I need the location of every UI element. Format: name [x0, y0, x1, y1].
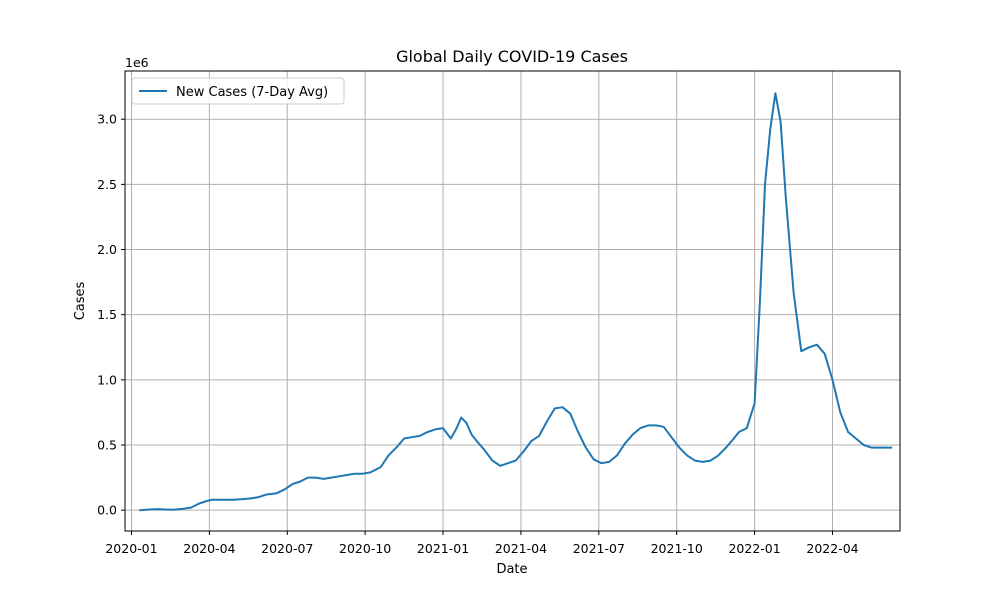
x-tick-label: 2020-01 — [105, 541, 157, 556]
y-tick-label: 0.5 — [97, 437, 117, 452]
x-tick-label: 2020-04 — [183, 541, 235, 556]
x-tick-label: 2022-04 — [806, 541, 858, 556]
legend-box — [131, 77, 345, 105]
x-tick-label: 2021-07 — [573, 541, 625, 556]
legend-label: New Cases (7-Day Avg) — [176, 85, 328, 100]
chart-title: Global Daily COVID-19 Cases — [396, 47, 628, 66]
grid-lines — [125, 71, 900, 531]
y-tick-label: 1.0 — [97, 372, 117, 387]
x-tick-label: 2020-07 — [261, 541, 313, 556]
x-axis: 2020-01 2020-04 2020-07 2020-10 2021-01 2021-… — [105, 531, 859, 556]
y-tick-label: 3.0 — [97, 112, 117, 127]
y-tick-label: 2.0 — [97, 242, 117, 257]
y-tick-label: 2.5 — [97, 177, 117, 192]
y-scale-label: 1e6 — [125, 55, 149, 70]
x-tick-label: 2020-10 — [339, 541, 391, 556]
x-axis-label: Date — [496, 562, 527, 577]
series-layer — [139, 92, 893, 512]
y-axis: 0.0 0.5 1.0 1.5 2.0 2.5 3.0 — [97, 112, 125, 518]
x-tick-label: 2021-10 — [651, 541, 703, 556]
plot-frame — [124, 70, 901, 532]
y-axis-label: Cases — [73, 281, 88, 320]
x-tick-label: 2021-01 — [417, 541, 469, 556]
legend: New Cases (7-Day Avg) — [131, 77, 345, 105]
series-line-new-cases — [139, 92, 893, 512]
x-tick-label: 2022-01 — [728, 541, 780, 556]
y-tick-label: 0.0 — [97, 503, 117, 518]
y-tick-label: 1.5 — [97, 307, 117, 322]
x-tick-label: 2021-04 — [495, 541, 547, 556]
